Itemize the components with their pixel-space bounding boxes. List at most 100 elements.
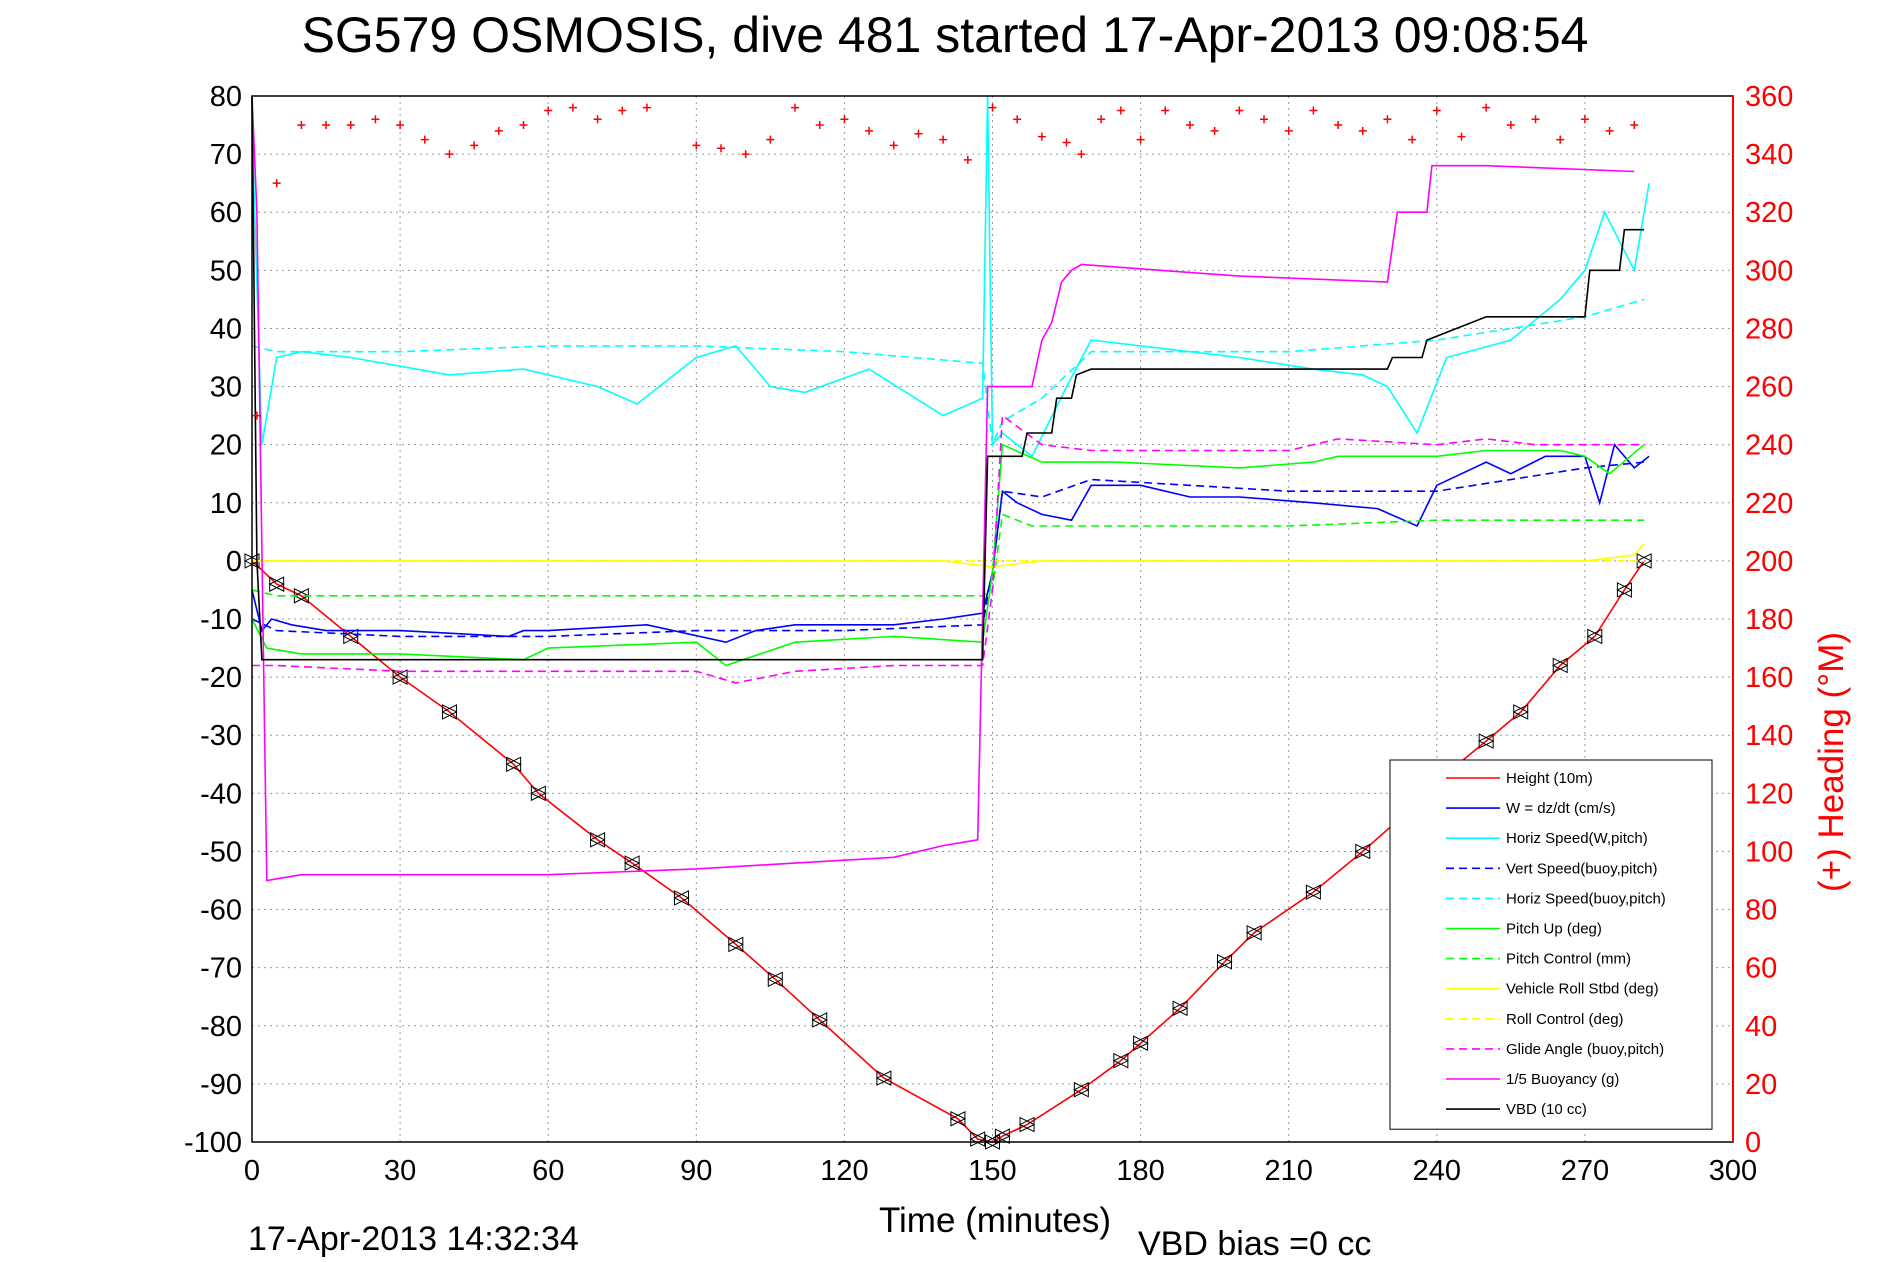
heading-marker <box>1334 121 1343 130</box>
legend-entry-label: Roll Control (deg) <box>1506 1011 1624 1028</box>
y-right-tick-label: 80 <box>1745 895 1777 927</box>
height-marker <box>1019 1116 1036 1133</box>
y-right-tick-label: 120 <box>1745 778 1793 810</box>
x-tick-label: 60 <box>532 1155 564 1187</box>
heading-marker <box>1506 121 1515 130</box>
heading-marker <box>1013 115 1022 124</box>
height-marker <box>1552 657 1569 674</box>
series-line-1 <box>251 443 1650 644</box>
heading-marker <box>840 115 849 124</box>
heading-marker <box>963 155 972 164</box>
footer-timestamp: 17-Apr-2013 14:32:34 <box>248 1220 579 1258</box>
y-left-tick-label: -80 <box>200 1011 242 1043</box>
height-marker <box>441 704 458 720</box>
height-marker <box>876 1070 893 1086</box>
heading-marker <box>1383 115 1392 124</box>
heading-marker <box>988 103 997 112</box>
heading-marker <box>593 115 602 124</box>
height-marker <box>728 936 744 953</box>
height-marker <box>1246 924 1263 941</box>
heading-marker <box>322 121 331 130</box>
y-left-tick-label: -10 <box>200 604 242 636</box>
y-right-tick-label: 140 <box>1745 720 1793 752</box>
y-left-tick-label: -50 <box>200 836 242 868</box>
y-right-tick-label: 220 <box>1745 488 1793 520</box>
heading-marker <box>396 121 405 130</box>
y-right-tick-label: 0 <box>1745 1127 1761 1159</box>
heading-marker <box>1161 106 1170 115</box>
heading-marker <box>519 121 528 130</box>
chart-title: SG579 OSMOSIS, dive 481 started 17-Apr-2… <box>302 7 1589 63</box>
height-marker <box>1616 582 1633 598</box>
height-marker <box>624 855 641 871</box>
heading-marker <box>766 135 775 144</box>
y-left-tick-label: 0 <box>226 546 242 578</box>
legend-entry-label: Height (10m) <box>1506 770 1593 787</box>
y-right-tick-label: 100 <box>1745 836 1793 868</box>
heading-marker <box>371 115 380 124</box>
series-line-9 <box>252 414 1645 684</box>
height-marker <box>590 832 606 848</box>
x-axis-label: Time (minutes) <box>879 1201 1111 1240</box>
y-left-tick-label: 30 <box>210 372 242 404</box>
height-marker <box>1305 884 1322 900</box>
y-left-tick-label: 60 <box>210 197 242 229</box>
y-left-tick-label: -40 <box>200 778 242 810</box>
heading-marker <box>1605 126 1614 135</box>
heading-marker <box>1556 135 1565 144</box>
legend-entry-label: 1/5 Buoyancy (g) <box>1506 1071 1619 1088</box>
x-tick-label: 30 <box>384 1155 416 1187</box>
height-marker <box>392 669 409 685</box>
legend-entry-label: Glide Angle (buoy,pitch) <box>1506 1041 1664 1058</box>
heading-marker <box>1097 115 1106 124</box>
heading-marker <box>914 129 923 138</box>
y-left-tick-label: -100 <box>184 1127 242 1159</box>
legend-entry-label: W = dz/dt (cm/s) <box>1506 800 1616 817</box>
legend-entry-label: Pitch Up (deg) <box>1506 921 1602 938</box>
height-marker <box>1478 733 1495 749</box>
heading-marker <box>1580 115 1589 124</box>
heading-marker <box>1482 103 1491 112</box>
right-y-axis-label: (+) Heading (°M) <box>1812 632 1851 892</box>
y-right-tick-label: 260 <box>1745 372 1793 404</box>
legend: Height (10m) W = dz/dt (cm/s) Horiz Speed(… <box>1389 759 1713 1130</box>
y-right-tick-label: 360 <box>1745 81 1793 113</box>
heading-marker <box>815 121 824 130</box>
heading-marker <box>420 135 429 144</box>
heading-marker <box>1116 106 1125 115</box>
y-left-tick-label: -30 <box>200 720 242 752</box>
heading-marker <box>1630 121 1639 130</box>
heading-marker <box>1284 126 1293 135</box>
series-line-6 <box>251 513 1645 597</box>
x-tick-label: 300 <box>1709 1155 1757 1187</box>
y-right-tick-label: 320 <box>1745 197 1793 229</box>
heading-marker <box>1260 115 1269 124</box>
y-left-tick-label: 70 <box>210 139 242 171</box>
y-left-tick-label: 40 <box>210 313 242 345</box>
legend-entry-label: VBD (10 cc) <box>1506 1101 1587 1118</box>
y-left-tick-label: -70 <box>200 953 242 985</box>
height-marker <box>1113 1052 1129 1069</box>
heading-marker <box>470 141 479 150</box>
heading-marker <box>865 126 874 135</box>
heading-marker <box>1309 106 1318 115</box>
y-left-tick-label: -90 <box>200 1069 242 1101</box>
x-tick-label: 150 <box>968 1155 1016 1187</box>
y-left-tick-label: 50 <box>210 255 242 287</box>
axes <box>251 95 1734 1143</box>
x-tick-label: 120 <box>820 1155 868 1187</box>
heading-marker <box>1358 126 1367 135</box>
heading-marker <box>642 103 651 112</box>
x-tick-label: 180 <box>1116 1155 1164 1187</box>
grid <box>252 96 1733 1142</box>
height-marker <box>767 971 784 988</box>
heading-marker <box>544 106 553 115</box>
heading-marker <box>445 150 454 159</box>
y-right-tick-label: 200 <box>1745 546 1793 578</box>
legend-box <box>1389 759 1713 1130</box>
y-right-tick-label: 160 <box>1745 662 1793 694</box>
height-marker <box>1133 1035 1149 1052</box>
height-marker <box>506 756 522 773</box>
series-line-4 <box>251 298 1645 448</box>
